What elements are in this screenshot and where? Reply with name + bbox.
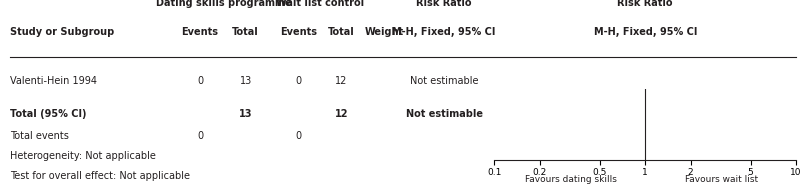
- Text: Wait list control: Wait list control: [276, 0, 364, 8]
- Text: 0: 0: [295, 76, 302, 86]
- Text: Risk Ratio: Risk Ratio: [416, 0, 472, 8]
- Text: Heterogeneity: Not applicable: Heterogeneity: Not applicable: [10, 151, 156, 161]
- Text: 12: 12: [335, 109, 348, 119]
- Text: Total: Total: [328, 27, 355, 37]
- Text: Weight: Weight: [365, 27, 403, 37]
- Text: 0: 0: [197, 76, 203, 86]
- Text: 13: 13: [239, 76, 252, 86]
- Text: 13: 13: [239, 109, 252, 119]
- Text: Not estimable: Not estimable: [410, 76, 478, 86]
- Text: 0: 0: [295, 131, 302, 141]
- Text: Study or Subgroup: Study or Subgroup: [10, 27, 114, 37]
- Text: M-H, Fixed, 95% CI: M-H, Fixed, 95% CI: [594, 27, 697, 37]
- Text: Not estimable: Not estimable: [406, 109, 482, 119]
- Text: Valenti-Hein 1994: Valenti-Hein 1994: [10, 76, 98, 86]
- Text: Test for overall effect: Not applicable: Test for overall effect: Not applicable: [10, 171, 190, 181]
- Text: Events: Events: [182, 27, 218, 37]
- Text: Dating skills programme: Dating skills programme: [156, 0, 292, 8]
- Text: Risk Ratio: Risk Ratio: [618, 0, 673, 8]
- Text: Total events: Total events: [10, 131, 70, 141]
- Text: Total (95% CI): Total (95% CI): [10, 109, 87, 119]
- Text: Events: Events: [280, 27, 317, 37]
- Text: M-H, Fixed, 95% CI: M-H, Fixed, 95% CI: [392, 27, 496, 37]
- Text: Total: Total: [232, 27, 259, 37]
- Text: Favours wait list: Favours wait list: [685, 175, 758, 184]
- Text: Favours dating skills: Favours dating skills: [525, 175, 617, 184]
- Text: 0: 0: [197, 131, 203, 141]
- Text: 12: 12: [335, 76, 348, 86]
